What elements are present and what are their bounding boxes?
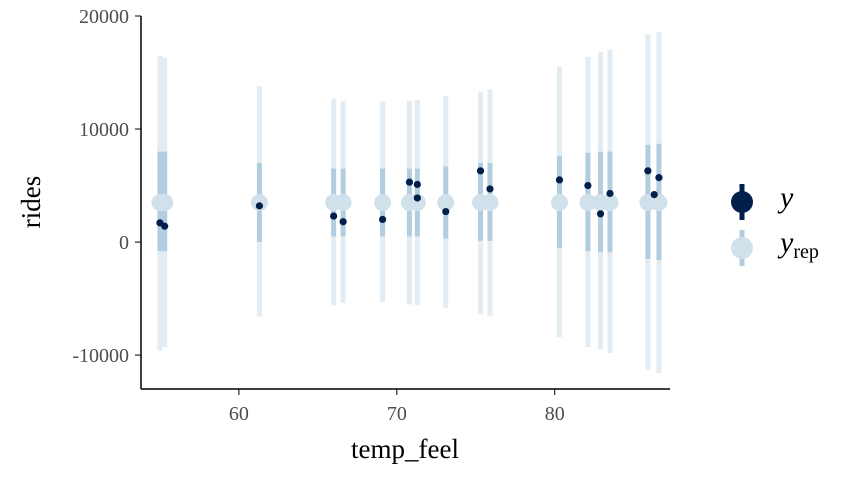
y-observed-point-18 [655,174,663,182]
y-observed-point-7 [413,180,421,189]
axes [140,16,670,390]
y-observed-point-10 [476,167,485,175]
y-observed-point-8 [413,194,421,202]
yrep-median-point-16 [650,194,668,211]
legend-yrep-point-icon [731,237,753,259]
y-observed-point-14 [596,210,605,218]
y-observed-point-5 [379,215,387,224]
legend-y-point-icon [731,191,753,213]
yrep-median-point-12 [579,194,597,211]
yrep-median-point-8 [437,194,455,211]
y-tick-label-2: 10000 [79,119,129,141]
y-observed-point-1 [161,222,169,230]
y-axis-title: rides [16,176,46,228]
y-observed-point-4 [339,218,347,226]
y-tick-label-3: 20000 [79,6,129,28]
y-tick-label-0: -10000 [72,345,129,367]
y-observed-point-17 [650,190,658,199]
yrep-median-point-11 [550,194,568,211]
x-axis-title: temp_feel [351,434,459,464]
legend-y-main: y [777,181,794,214]
legend-item-yrep: yrep [731,226,819,266]
yrep-median-point-14 [601,194,619,211]
legend-item-y: y [731,181,794,220]
y-observed-point-2 [255,202,264,210]
yrep-median-point-1 [156,194,174,211]
y-ticks: -10000 0 10000 20000 [72,6,141,367]
y-observed-point-6 [405,178,414,186]
legend-yrep-main: y [777,226,794,259]
y-observed-point-15 [606,189,614,198]
legend: y yrep [731,181,819,266]
x-tick-label-2: 80 [545,403,565,425]
yrep-median-point-4 [334,194,352,211]
plot-area [151,31,668,374]
yrep-median-point-7 [408,194,426,211]
yrep-median-point-5 [374,194,392,211]
x-tick-label-0: 60 [229,403,249,425]
yrep-median-point-10 [481,194,499,211]
legend-yrep-subscript: rep [793,241,819,263]
y-observed-point-16 [644,167,652,175]
y-observed-point-3 [330,212,338,220]
legend-yrep-label: yrep [777,226,819,263]
y-observed-point-11 [486,185,494,193]
y-observed-point-12 [555,176,564,184]
x-ticks: 60 70 80 [229,389,565,425]
y-observed-point-13 [584,181,592,190]
y-observed-point-9 [442,207,450,216]
y-tick-label-1: 0 [119,232,129,254]
legend-y-label: y [777,181,794,214]
x-tick-label-1: 70 [387,403,407,425]
